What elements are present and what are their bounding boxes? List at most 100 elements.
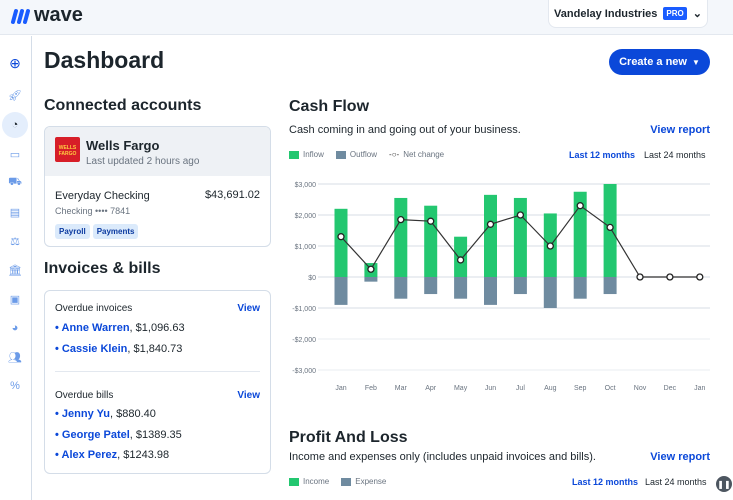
outflow-bar — [484, 277, 497, 305]
cash-flow-subtitle: Cash coming in and going out of your bus… — [289, 124, 521, 136]
pause-icon[interactable]: ❚❚ — [716, 476, 732, 492]
receipt-icon[interactable]: ▤ — [9, 206, 21, 219]
net-change-point — [427, 217, 435, 225]
bank-header: WELLS FARGO Wells Fargo Last updated 2 ho… — [45, 127, 270, 176]
create-plus-icon[interactable]: ⊕ — [9, 54, 21, 71]
inflow-bar — [573, 191, 587, 277]
create-new-label: Create a new — [619, 56, 687, 68]
y-tick-label: $1,000 — [295, 244, 317, 251]
outflow-bar — [394, 277, 408, 299]
inflow-bar — [484, 194, 497, 277]
x-tick-label: Mar — [395, 385, 408, 392]
cart-icon[interactable]: ⛟ — [8, 176, 22, 188]
net-change-point — [666, 273, 674, 281]
view-invoices-link[interactable]: View — [237, 303, 260, 314]
account-balance: $43,691.02 — [204, 189, 260, 201]
scale-icon[interactable]: ⚖ — [10, 235, 20, 248]
x-tick-label: Nov — [634, 385, 647, 392]
bill-amount: , $880.40 — [110, 408, 156, 420]
bank-name: Wells Fargo — [86, 138, 160, 153]
create-new-button[interactable]: Create a new ▼ — [609, 49, 710, 75]
vendor-name[interactable]: George Patel — [61, 429, 130, 441]
pnl-last-12-months[interactable]: Last 12 months — [572, 477, 639, 487]
wave-logo[interactable]: wave — [10, 4, 83, 27]
net-change-point — [636, 273, 644, 281]
dashboard-gauge-icon[interactable]: ◔ — [2, 112, 28, 138]
x-tick-label: Jan — [694, 385, 705, 392]
invoices-bills-card: Overdue invoices View • Anne Warren, $1,… — [44, 290, 271, 474]
net-change-point — [516, 211, 525, 219]
view-bills-link[interactable]: View — [237, 390, 260, 401]
tag-payments: Payments — [92, 224, 139, 239]
legend-net-change: Net change — [403, 150, 445, 159]
top-bar: wave Vandelay Industries PRO ⌄ — [0, 0, 733, 35]
income-swatch — [289, 477, 299, 486]
x-tick-label: Jul — [516, 385, 525, 392]
overdue-invoices-label: Overdue invoices — [55, 303, 133, 314]
invoices-bills-heading: Invoices & bills — [44, 260, 161, 277]
last-updated: Last updated 2 hours ago — [86, 156, 200, 167]
pro-badge: PRO — [663, 7, 687, 20]
x-tick-label: Jun — [485, 385, 496, 392]
tag-payroll: Payroll — [55, 224, 90, 239]
pnl-last-24-months[interactable]: Last 24 months — [645, 477, 707, 487]
legend-income: Income — [303, 477, 330, 486]
team-icon[interactable]: 👥︎ — [8, 351, 22, 364]
net-change-point — [397, 215, 405, 224]
legend-expense: Expense — [355, 477, 387, 486]
customer-name[interactable]: Cassie Klein — [61, 343, 128, 355]
pnl-title: Profit And Loss — [289, 429, 408, 446]
customer-name[interactable]: Anne Warren — [61, 322, 130, 334]
overdue-bills-label: Overdue bills — [55, 390, 114, 401]
cash-flow-last-12-months[interactable]: Last 12 months — [569, 150, 636, 160]
x-tick-label: May — [454, 385, 468, 392]
caret-down-icon: ▼ — [691, 57, 700, 67]
outflow-bar — [603, 277, 617, 295]
x-tick-label: Apr — [425, 385, 437, 392]
net-change-point — [486, 220, 495, 228]
outflow-bar — [424, 277, 438, 295]
inflow-bar — [394, 197, 408, 277]
x-tick-label: Oct — [605, 385, 616, 392]
outflow-bar — [573, 277, 587, 299]
account-type: Checking •••• 7841 — [55, 206, 131, 216]
clipboard-icon[interactable]: ▣ — [9, 293, 21, 306]
vendor-name[interactable]: Jenny Yu — [61, 408, 111, 420]
pnl-view-report[interactable]: View report — [650, 451, 710, 463]
outflow-bar — [513, 277, 527, 295]
bank-icon[interactable]: 🏛︎ — [8, 264, 22, 277]
company-name: Vandelay Industries — [554, 7, 658, 20]
cash-flow-title: Cash Flow — [289, 98, 370, 115]
wells-fargo-logo: WELLS FARGO — [55, 137, 80, 162]
rocket-icon[interactable]: 🚀︎ — [8, 89, 22, 102]
net-change-point — [367, 265, 375, 273]
divider — [55, 371, 260, 372]
bill-item[interactable]: • Alex Perez, $1243.98 — [55, 449, 170, 461]
cash-flow-legend: Inflow Outflow -○- Net change — [289, 150, 444, 159]
x-tick-label: Aug — [544, 385, 557, 392]
chevron-down-icon: ⌄ — [692, 8, 702, 20]
invoice-item[interactable]: • Anne Warren, $1,096.63 — [55, 322, 185, 334]
pie-chart-icon[interactable]: ◕ — [11, 322, 19, 334]
bill-item[interactable]: • Jenny Yu, $880.40 — [55, 408, 156, 420]
y-tick-label: $0 — [308, 275, 316, 282]
bill-amount: , $1389.35 — [129, 429, 182, 441]
y-tick-label: -$3,000 — [292, 368, 316, 375]
company-selector[interactable]: Vandelay Industries PRO ⌄ — [548, 0, 708, 28]
percent-icon[interactable]: % — [10, 380, 20, 392]
cash-flow-view-report[interactable]: View report — [650, 124, 710, 136]
outflow-bar — [364, 277, 378, 282]
pnl-legend: Income Expense — [289, 477, 386, 486]
y-tick-label: $2,000 — [295, 213, 317, 220]
net-change-point — [337, 233, 345, 241]
bank-account-card[interactable]: WELLS FARGO Wells Fargo Last updated 2 ho… — [44, 126, 271, 247]
outflow-bar — [454, 277, 468, 299]
credit-card-icon[interactable]: ▭ — [9, 148, 21, 161]
vendor-name[interactable]: Alex Perez — [61, 449, 118, 461]
bill-amount: , $1243.98 — [117, 449, 170, 461]
cash-flow-last-24-months[interactable]: Last 24 months — [644, 150, 706, 160]
bill-item[interactable]: • George Patel, $1389.35 — [55, 429, 182, 441]
invoice-item[interactable]: • Cassie Klein, $1,840.73 — [55, 343, 183, 355]
x-tick-label: Jan — [335, 385, 346, 392]
